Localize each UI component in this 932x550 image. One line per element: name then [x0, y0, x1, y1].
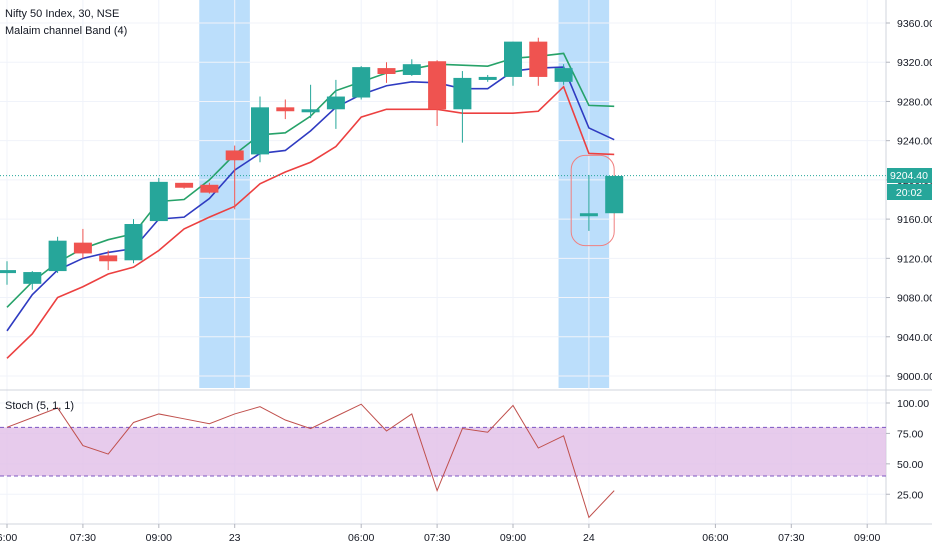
candle [73, 228, 92, 259]
axis-layer: 9000.009040.009080.009120.009160.009200.… [0, 18, 932, 544]
stoch-tick-label: 75.00 [897, 428, 923, 440]
time-tick-label: 09:00 [146, 532, 172, 544]
candle [124, 219, 143, 264]
candle-body [326, 96, 345, 110]
price-tick-label: 9040.00 [897, 332, 932, 344]
candle [605, 175, 624, 214]
candle [529, 37, 548, 86]
candle-body [48, 240, 67, 272]
candle-body [504, 41, 522, 77]
price-tick-label: 9280.00 [897, 96, 932, 108]
price-tick-label: 9320.00 [897, 57, 932, 69]
stoch-tick-label: 100.00 [897, 398, 929, 410]
background-layer [199, 0, 610, 388]
candle-body [301, 109, 320, 113]
candle-body [605, 175, 624, 214]
candle [478, 74, 497, 82]
stoch-line [6, 403, 615, 519]
candle-body [554, 68, 573, 82]
session-highlight-1 [199, 0, 250, 388]
candle [99, 250, 118, 271]
session-highlight-2 [558, 0, 610, 388]
candle [175, 182, 194, 189]
candle [48, 236, 67, 274]
time-tick-label: 06:00 [702, 532, 728, 544]
price-tick-label: 9160.00 [897, 214, 932, 226]
candle [504, 41, 522, 86]
candle [23, 271, 42, 290]
candle [200, 182, 219, 194]
time-tick-label: 09:00 [854, 532, 880, 544]
candle-body [251, 107, 269, 155]
price-tick-label: 9120.00 [897, 253, 932, 265]
candle-body [428, 61, 447, 110]
indicator-label: Malaim channel Band (4) [5, 25, 127, 37]
time-tick-label: 6:00 [0, 532, 17, 544]
candle [0, 261, 16, 285]
candle [301, 84, 320, 119]
candle [326, 79, 345, 129]
chart-title: Nifty 50 Index, 30, NSE [5, 8, 119, 20]
candle [377, 62, 396, 83]
candle [554, 64, 573, 85]
candle [579, 174, 598, 231]
candle [428, 60, 447, 126]
time-tick-label: 07:30 [778, 532, 804, 544]
stoch-label: Stoch (5, 1, 1) [5, 400, 74, 412]
stoch-tick-label: 25.00 [897, 489, 923, 501]
band-lower-line [6, 85, 615, 359]
candle-body [225, 150, 244, 161]
candle [402, 59, 421, 76]
time-tick-label: 07:30 [70, 532, 96, 544]
bar-countdown: 20:02 [896, 187, 922, 199]
time-tick-label: 07:30 [424, 532, 450, 544]
candle-body [73, 242, 92, 254]
time-tick-label: 06:00 [348, 532, 374, 544]
price-tick-label: 9240.00 [897, 136, 932, 148]
price-tick-label: 9000.00 [897, 371, 932, 383]
candle-body [99, 255, 118, 262]
candle [352, 66, 371, 100]
time-tick-label: 09:00 [500, 532, 526, 544]
current-price-label: 9204.40 20:02 [887, 168, 932, 200]
candle-body [478, 76, 497, 80]
time-tick-label: 23 [229, 532, 241, 544]
current-price-value: 9204.40 [890, 170, 928, 182]
candle [149, 177, 168, 222]
candle [251, 96, 269, 163]
candle-body [579, 213, 598, 217]
candle-body [124, 224, 143, 261]
candle [225, 145, 244, 210]
time-tick-label: 24 [583, 532, 595, 544]
candle-body [352, 67, 371, 98]
candle-body [402, 64, 421, 75]
candle-body [377, 68, 396, 74]
candle-body [200, 184, 219, 193]
candle-body [276, 107, 295, 112]
candle-body [0, 270, 16, 274]
candle-body [23, 272, 42, 284]
candle-body [175, 182, 194, 188]
candle-body [453, 77, 472, 110]
price-tick-label: 9360.00 [897, 18, 932, 30]
candle-body [149, 181, 168, 222]
candle [453, 71, 472, 143]
price-tick-label: 9080.00 [897, 293, 932, 305]
candle-body [529, 41, 548, 77]
stoch-tick-label: 50.00 [897, 459, 923, 471]
stoch-band [0, 427, 886, 476]
candle-layer [0, 37, 624, 290]
candle [276, 99, 295, 120]
stoch-band-layer [0, 426, 886, 477]
